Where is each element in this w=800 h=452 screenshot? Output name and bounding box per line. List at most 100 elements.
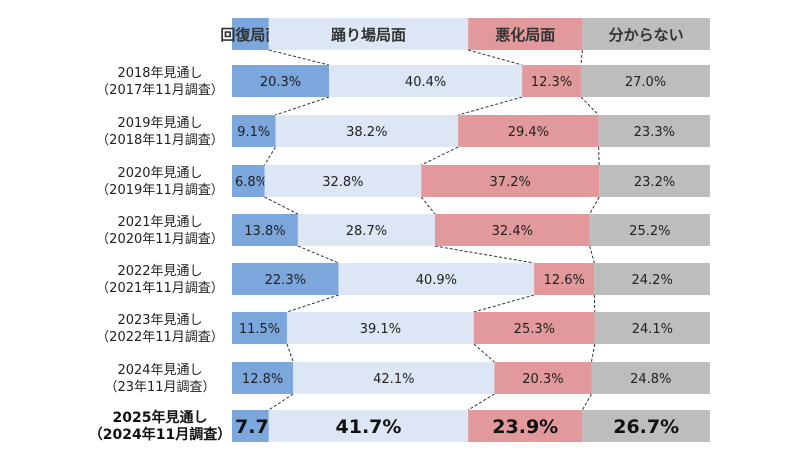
row-label-year: 2025年見通し [113, 409, 208, 426]
row-label-year: 2023年見通し [117, 313, 202, 328]
connector-line [286, 343, 294, 363]
data-label: 39.1% [360, 322, 401, 337]
connector-line [297, 245, 339, 264]
data-label: 24.8% [630, 372, 671, 387]
data-label: 32.8% [322, 175, 363, 190]
legend-box-3 [468, 18, 583, 50]
connector-line [286, 294, 339, 313]
data-label: 26.7% [613, 416, 679, 438]
bar-segment [232, 263, 339, 295]
connector-line [264, 146, 276, 166]
bar-segment [582, 410, 710, 442]
data-label: 20.3% [260, 75, 301, 90]
bar-segment [268, 410, 469, 442]
bar-segment [232, 115, 276, 147]
connector-line [473, 343, 495, 363]
connector-line [467, 393, 495, 411]
data-label: 28.7% [346, 224, 387, 239]
legend-label-2: 踊り場局面 [331, 26, 406, 44]
bar-segment [434, 214, 590, 246]
connector-line [275, 96, 330, 116]
data-label: 24.1% [632, 322, 673, 337]
legend: 回復局面 踊り場局面 悪化局面 分からない [220, 18, 710, 50]
bar-segment [232, 362, 294, 394]
legend-label-1: 回復局面 [220, 26, 280, 44]
bar-segment [232, 214, 298, 246]
data-label: 24.2% [632, 273, 673, 288]
connector-line [421, 146, 459, 166]
connector-line [589, 196, 600, 215]
connector-line [590, 343, 596, 363]
data-label: 13.8% [244, 224, 285, 239]
bar-segment [338, 263, 535, 295]
connector-line [580, 49, 583, 66]
bar-segment [594, 263, 710, 295]
data-label: 42.1% [373, 372, 414, 387]
data-label: 23.2% [634, 175, 675, 190]
row-label-year: 2018年見通し [117, 66, 202, 81]
bar-segment [293, 362, 495, 394]
bar-segment [599, 165, 710, 197]
row-label-year: 2021年見通し [117, 215, 202, 230]
connector-lines [264, 49, 600, 411]
row-label-survey: （2020年11月調査） [96, 232, 224, 247]
data-label: 23.9% [492, 416, 558, 438]
row-label-survey: （2019年11月調査） [96, 183, 224, 198]
connector-line [580, 96, 599, 116]
row-label-year: 2022年見通し [117, 264, 202, 279]
bar-segment [468, 410, 583, 442]
data-label: 37.2% [490, 175, 531, 190]
row-label-year: 2019年見通し [117, 116, 202, 131]
data-label: 12.6% [544, 273, 585, 288]
connector-line [420, 196, 436, 215]
bar-segment [494, 362, 592, 394]
connector-line [434, 245, 535, 264]
bar-segment [264, 165, 422, 197]
bar-segment [232, 410, 269, 442]
row-label-year: 2020年見通し [117, 166, 202, 181]
connector-line [467, 49, 523, 66]
connector-line [268, 49, 330, 66]
row-label-survey: （2018年11月調査） [96, 133, 224, 148]
row-label-survey: （23年11月調査） [104, 380, 215, 395]
connector-line [268, 393, 294, 411]
legend-label-3: 悪化局面 [495, 26, 555, 44]
data-label: 25.3% [514, 322, 555, 337]
row-label-survey: （2022年11月調査） [96, 330, 224, 345]
row-labels: 2018年見通し （2017年11月調査） 2019年見通し （2018年11月調査）… [89, 66, 231, 443]
row-label-survey: （2017年11月調査） [96, 83, 224, 98]
bar-segment [329, 65, 523, 97]
data-label: 41.7% [336, 416, 402, 438]
data-label: 22.3% [265, 273, 306, 288]
data-label: 40.9% [416, 273, 457, 288]
connector-line [457, 96, 523, 116]
data-label: 12.8% [242, 372, 283, 387]
bar-segment [589, 214, 710, 246]
row-label-survey: （2024年11月調査） [89, 426, 231, 443]
connector-line [581, 393, 592, 411]
data-label: 29.4% [508, 125, 549, 140]
row-label-survey: （2021年11月調査） [96, 281, 224, 296]
data-label: 40.4% [405, 75, 446, 90]
bar-segment [232, 65, 330, 97]
bar-segment [580, 65, 710, 97]
legend-label-4: 分からない [609, 26, 684, 44]
bars: 20.3% 40.4% 12.3% 27.0% 9.1% 38.2% 29.4% 23.3% 6… [232, 65, 710, 442]
bar-segment [232, 312, 287, 344]
data-label: 23.3% [634, 125, 675, 140]
connector-line [264, 196, 299, 215]
bar-segment [594, 312, 710, 344]
bar-segment [534, 263, 595, 295]
connector-line [473, 294, 535, 313]
bar-segment [458, 115, 599, 147]
bar-segment [522, 65, 581, 97]
bar-segment [473, 312, 595, 344]
data-label: 38.2% [346, 125, 387, 140]
bar-segment [598, 115, 710, 147]
bar-segment [421, 165, 600, 197]
data-label: 32.4% [492, 224, 533, 239]
legend-box-4 [582, 18, 710, 50]
bar-segment [232, 165, 265, 197]
row-label-year: 2024年見通し [117, 363, 202, 378]
data-label: 27.0% [625, 75, 666, 90]
